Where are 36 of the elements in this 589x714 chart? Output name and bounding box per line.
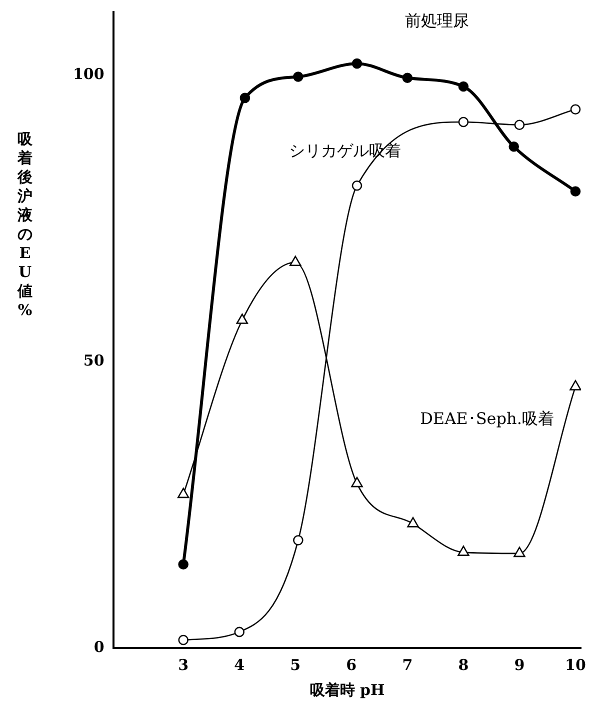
point [514,120,525,130]
x-tick-label: 3 [178,656,189,674]
point [352,58,362,69]
point [458,81,469,92]
point [407,517,419,528]
point [570,104,581,115]
x-tick-label: 7 [402,656,413,674]
point [236,314,248,324]
point [177,488,190,498]
point [293,72,304,82]
point [458,546,470,556]
point [570,380,582,390]
annotation: DEAE･Seph.吸着 [420,409,554,428]
point [508,142,520,152]
y-tick-label: 100 [73,64,104,83]
point [402,72,413,84]
point [293,535,304,546]
x-axis-title: 吸着時 pH [310,680,385,699]
x-tick-label: 9 [514,656,525,674]
point [570,186,581,196]
annotation: 前処理尿 [405,11,469,30]
x-tick-label: 4 [234,656,245,674]
point [458,116,469,128]
y-tick-label: 50 [83,351,104,370]
point [351,476,363,488]
text: 吸着後沪液のEU値% [18,130,32,319]
x-tick-label: 10 [565,656,586,674]
x-tick-label: 6 [346,656,357,674]
x-tick-label: 5 [290,656,301,674]
point [290,256,302,266]
point [352,180,362,191]
point [178,559,188,570]
x-tick-label: 8 [458,656,469,674]
point [514,546,526,558]
point [240,92,250,104]
y-tick-label: 0 [94,638,104,656]
